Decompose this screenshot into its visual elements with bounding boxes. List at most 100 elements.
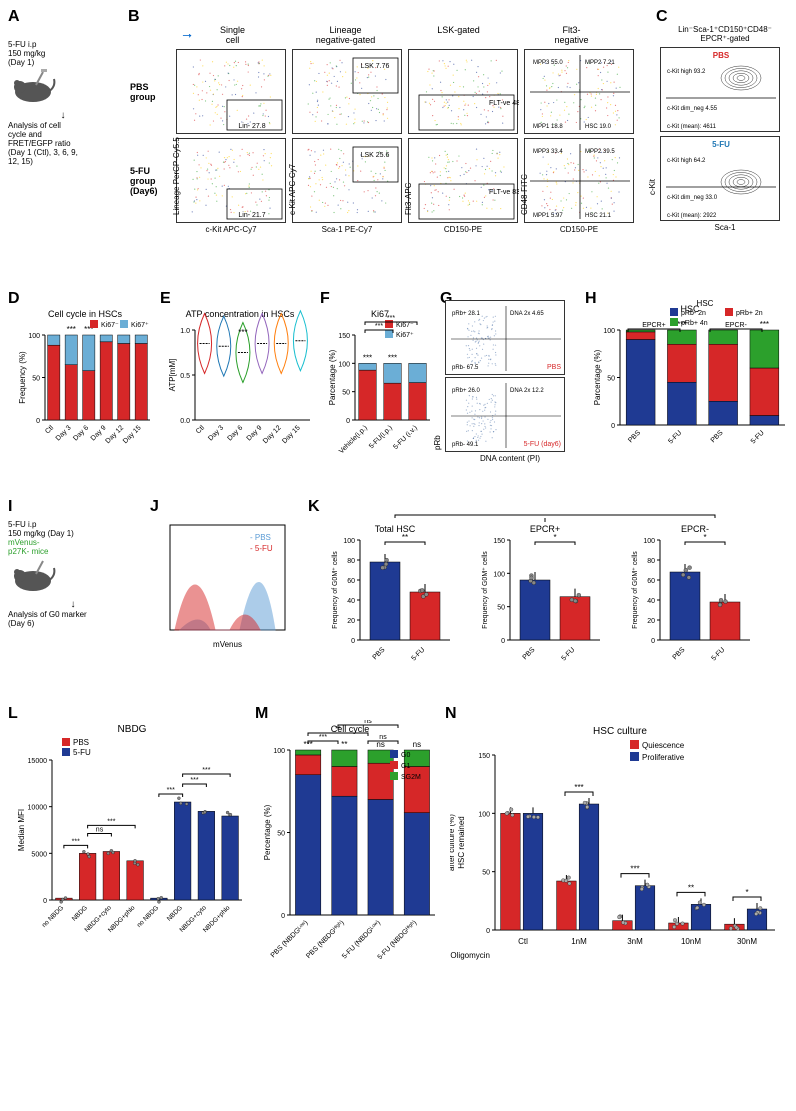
svg-text:Oligomycin: Oligomycin xyxy=(450,951,490,960)
panel-n: HSC cultureQuiescenceProliferative050100… xyxy=(450,720,790,970)
svg-text:10nM: 10nM xyxy=(681,937,701,946)
svg-text:PBS: PBS xyxy=(547,364,561,371)
panel-m-chart: Cell cycle050100Percentage (%)***PBS (NB… xyxy=(260,720,440,970)
svg-text:- 5-FU: - 5-FU xyxy=(250,544,273,553)
svg-text:Parcentage (%): Parcentage (%) xyxy=(593,349,602,405)
svg-text:*: * xyxy=(553,533,556,542)
svg-text:50: 50 xyxy=(482,870,490,877)
panel-i-analysis: Analysis of G0 marker (Day 6) xyxy=(8,610,138,628)
axis-label: Lineage PerCP-Cy5.5 xyxy=(172,95,181,215)
svg-text:Proliferative: Proliferative xyxy=(642,753,685,762)
svg-text:***: *** xyxy=(202,767,210,774)
svg-text:pRb+ 2n: pRb+ 2n xyxy=(736,310,763,317)
svg-text:Parcentage (%): Parcentage (%) xyxy=(328,349,337,405)
panel-j-chart: mVenus- PBS- 5-FU xyxy=(155,515,295,655)
panel-n-chart: HSC cultureQuiescenceProliferative050100… xyxy=(450,720,790,970)
flow-plot: LSK 25.6 xyxy=(292,138,402,223)
svg-text:50: 50 xyxy=(32,376,40,383)
svg-text:Day 15: Day 15 xyxy=(122,424,143,445)
svg-text:c-Kit dim_neg 33.0: c-Kit dim_neg 33.0 xyxy=(667,195,718,201)
panel-j: mVenus- PBS- 5-FU xyxy=(155,515,295,655)
panel-c: Lin⁻Sca-1⁺CD150⁺CD48⁻ EPCR⁺-gated PBSc-K… xyxy=(660,25,790,232)
svg-text:0: 0 xyxy=(43,898,47,905)
svg-text:MPP3 33.4: MPP3 33.4 xyxy=(533,149,563,155)
svg-text:Quiescence: Quiescence xyxy=(642,741,685,750)
svg-text:FLT-ve 48.5: FLT-ve 48.5 xyxy=(489,100,519,107)
svg-text:no NBDG: no NBDG xyxy=(41,904,66,929)
svg-text:Day 3: Day 3 xyxy=(55,424,73,442)
svg-text:Ki67⁻: Ki67⁻ xyxy=(101,322,119,329)
svg-text:PBS: PBS xyxy=(713,51,730,60)
svg-text:30nM: 30nM xyxy=(737,937,757,946)
panel-h: HSC050100Parcentage (%)PBS***5-FUPBS***5… xyxy=(590,300,790,480)
panel-c-title: Lin⁻Sca-1⁺CD150⁺CD48⁻ EPCR⁺-gated xyxy=(660,25,790,43)
flow-header-2: Lineage negative-gated xyxy=(293,25,398,45)
svg-text:5-FU(i.p.): 5-FU(i.p.) xyxy=(368,424,394,450)
panel-l: NBDGPBS5-FU050001000015000Median MFIno N… xyxy=(12,720,252,970)
svg-text:EPCR-: EPCR- xyxy=(725,322,747,329)
svg-text:100: 100 xyxy=(643,538,655,545)
svg-text:Percentage (%): Percentage (%) xyxy=(263,804,272,860)
axis-label: pRb xyxy=(433,330,442,450)
svg-text:***: *** xyxy=(574,783,583,792)
svg-text:c-Kit dim_neg 4.55: c-Kit dim_neg 4.55 xyxy=(667,106,718,112)
svg-text:5-FU: 5-FU xyxy=(73,748,91,757)
svg-text:PBS: PBS xyxy=(372,646,387,661)
svg-text:0: 0 xyxy=(351,638,355,645)
svg-text:150: 150 xyxy=(493,538,505,545)
flow-header-1: Single cell xyxy=(180,25,285,45)
svg-text:ns: ns xyxy=(379,734,387,741)
svg-text:0.0: 0.0 xyxy=(180,418,190,425)
panel-f-chart: Ki67050100150Parcentage (%)***Vehicle(i.… xyxy=(325,305,435,475)
flow-header-3: LSK-gated xyxy=(406,25,511,45)
flow-plot: Lin- 27.8 xyxy=(176,49,286,134)
mouse-icon xyxy=(8,67,58,107)
svg-text:50: 50 xyxy=(497,605,505,612)
svg-text:***: *** xyxy=(375,323,383,330)
axis-label: CD150-PE xyxy=(524,225,634,234)
svg-text:0.5: 0.5 xyxy=(180,373,190,380)
svg-text:***: *** xyxy=(388,353,397,362)
svg-text:Ki67⁺: Ki67⁺ xyxy=(131,322,149,329)
svg-text:Total HSC: Total HSC xyxy=(375,524,416,534)
svg-text:***: *** xyxy=(167,787,175,794)
svg-text:pRb- 49.1: pRb- 49.1 xyxy=(452,442,479,448)
svg-text:5-FU (i.v.): 5-FU (i.v.) xyxy=(392,424,419,451)
panel-c-label: C xyxy=(656,8,668,26)
svg-text:0: 0 xyxy=(346,418,350,425)
axis-label: c-Kit APC-Cy7 xyxy=(176,225,286,234)
svg-text:ATP[mM]: ATP[mM] xyxy=(168,359,177,392)
axis-label: Sca-1 xyxy=(660,223,790,232)
flow-plot: pRb+ 26.0DNA 2x 12.2pRb- 49.15-FU (day6) xyxy=(445,377,565,452)
svg-text:***: *** xyxy=(387,315,395,322)
svg-text:0: 0 xyxy=(651,638,655,645)
svg-text:Frequency (%): Frequency (%) xyxy=(18,351,27,404)
svg-text:Ctl: Ctl xyxy=(518,937,528,946)
svg-text:SG2M: SG2M xyxy=(401,774,421,781)
svg-text:0: 0 xyxy=(36,418,40,425)
svg-text:***: *** xyxy=(67,325,76,334)
mouse-icon xyxy=(8,556,58,596)
svg-text:pRb- 2n: pRb- 2n xyxy=(681,310,706,317)
svg-text:100: 100 xyxy=(478,811,490,818)
svg-text:150: 150 xyxy=(478,753,490,760)
svg-text:1.0: 1.0 xyxy=(180,328,190,335)
flow-plot: FLT-ve 48.5 xyxy=(408,49,518,134)
panel-g: pRb+ 28.1DNA 2x 4.65pRb- 67.5PBSpRb+ 26.… xyxy=(445,300,575,480)
svg-text:Frequency of G0M⁺ cells: Frequency of G0M⁺ cells xyxy=(332,551,339,629)
svg-text:20: 20 xyxy=(347,618,355,625)
panel-i-treatment: 5-FU i.p 150 mg/kg (Day 1) xyxy=(8,520,138,538)
svg-text:MPP2 39.5: MPP2 39.5 xyxy=(585,149,615,155)
svg-text:Ki67⁺: Ki67⁺ xyxy=(396,332,414,339)
svg-text:***: *** xyxy=(760,320,769,329)
svg-text:PBS (NBDGᴸᵒʷ): PBS (NBDGᴸᵒʷ) xyxy=(270,919,310,959)
svg-text:PBS: PBS xyxy=(73,738,89,747)
svg-text:Day 12: Day 12 xyxy=(262,424,283,445)
contour-plot: PBSc-Kit high 93.2c-Kit dim_neg 4.55c-Ki… xyxy=(660,47,780,132)
svg-text:Cell cycle in HSCs: Cell cycle in HSCs xyxy=(48,309,123,319)
svg-text:3nM: 3nM xyxy=(627,937,643,946)
svg-text:NBDG: NBDG xyxy=(71,904,89,922)
svg-text:***: *** xyxy=(319,734,327,741)
svg-text:60: 60 xyxy=(347,578,355,585)
axis-label: c-Kit APC-Cy7 xyxy=(288,95,297,215)
